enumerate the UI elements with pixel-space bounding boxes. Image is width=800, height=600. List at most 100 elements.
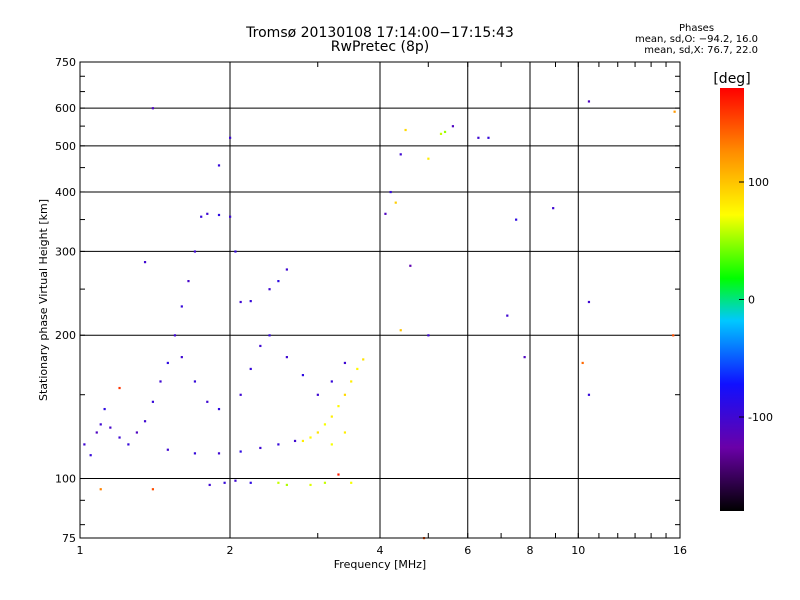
data-point [337,473,340,476]
data-point [229,136,232,139]
data-point [99,423,102,426]
data-point [83,443,86,446]
data-point [259,446,262,450]
plot-frame [79,61,681,539]
data-point [193,380,197,383]
data-point [118,436,121,439]
x-tick-label: 4 [377,544,384,557]
data-point [135,431,138,434]
data-point [581,361,584,365]
chart-subtitle: RwPretec (8p) [330,39,430,55]
data-point [293,439,297,443]
data-point [330,415,333,418]
data-point [343,431,347,434]
data-point [673,110,676,113]
data-point [99,488,102,491]
y-tick-label: 300 [55,245,76,258]
data-point [309,436,312,439]
data-point [506,314,509,317]
colorbar-tick-label: 0 [748,294,755,307]
data-points [83,100,676,540]
y-tick-label: 200 [55,329,76,342]
data-point [208,483,211,487]
data-point [301,439,305,443]
data-point [587,300,591,304]
data-point [166,448,169,451]
grid-lines [79,62,681,538]
data-point [409,264,412,267]
data-point [239,300,242,304]
data-point [268,288,271,291]
data-point [151,400,155,403]
data-point [234,250,237,253]
chart-title: Tromsø 20130108 17:14:00−17:15:43 [246,25,514,41]
data-point [180,356,183,359]
data-point [672,334,675,337]
data-point [277,280,280,283]
data-point [89,454,92,457]
x-tick-label: 8 [527,544,534,557]
data-point [239,393,242,396]
x-tick-label: 2 [227,544,234,557]
data-point [427,334,430,337]
data-point [323,423,327,426]
data-point [217,452,221,455]
data-point [330,443,333,446]
data-point [343,393,347,396]
x-tick-labels: 1 2 4 6 8 10 16 [77,544,688,557]
y-tick-labels: 75 100 200 300 400 500 600 750 [55,56,76,545]
data-point [404,128,407,132]
data-point [193,250,197,253]
y-tick-label: 75 [62,532,76,545]
data-point [143,261,147,264]
data-point [259,344,262,348]
colorbar-label: [deg] [713,71,750,87]
data-point [523,356,526,359]
data-point [587,393,591,396]
data-point [439,132,443,135]
data-point [277,443,280,446]
data-point [109,426,112,429]
y-tick-label: 600 [55,102,76,115]
data-point [309,483,312,487]
data-point [443,130,447,134]
y-tick-label: 500 [55,140,76,153]
data-point [316,393,319,396]
x-axis-label: Frequency [MHz] [334,558,426,571]
y-tick-label: 750 [55,56,76,69]
colorbar-tick-label: -100 [748,411,773,424]
data-point [277,481,280,484]
data-point [223,481,226,484]
data-point [337,405,340,408]
data-point [389,190,392,194]
data-point [217,213,221,217]
y-tick-label: 100 [55,473,76,486]
x-tick-label: 6 [464,544,471,557]
data-point [143,420,147,423]
y-axis-label: Stationary phase Virtual Height [km] [37,199,50,401]
data-point [362,358,365,361]
data-point [350,481,353,484]
data-point [103,407,106,411]
data-point [151,488,155,491]
x-tick-label: 10 [571,544,585,557]
data-point [285,483,288,487]
data-point [187,280,190,283]
phase-stats: Phases mean, sd,O: −94.2, 16.0 mean, sd,… [635,23,758,56]
data-point [118,386,121,390]
data-point [229,215,232,218]
data-point [151,107,155,110]
data-point [180,305,183,308]
data-point [166,361,169,365]
data-point [193,452,197,455]
data-point [343,361,347,365]
data-point [356,367,359,371]
x-tick-label: 1 [77,544,84,557]
data-point [200,215,203,218]
data-point [587,100,591,103]
data-point [552,207,555,210]
data-point [268,334,271,337]
data-point [427,157,430,160]
data-point [477,136,480,139]
